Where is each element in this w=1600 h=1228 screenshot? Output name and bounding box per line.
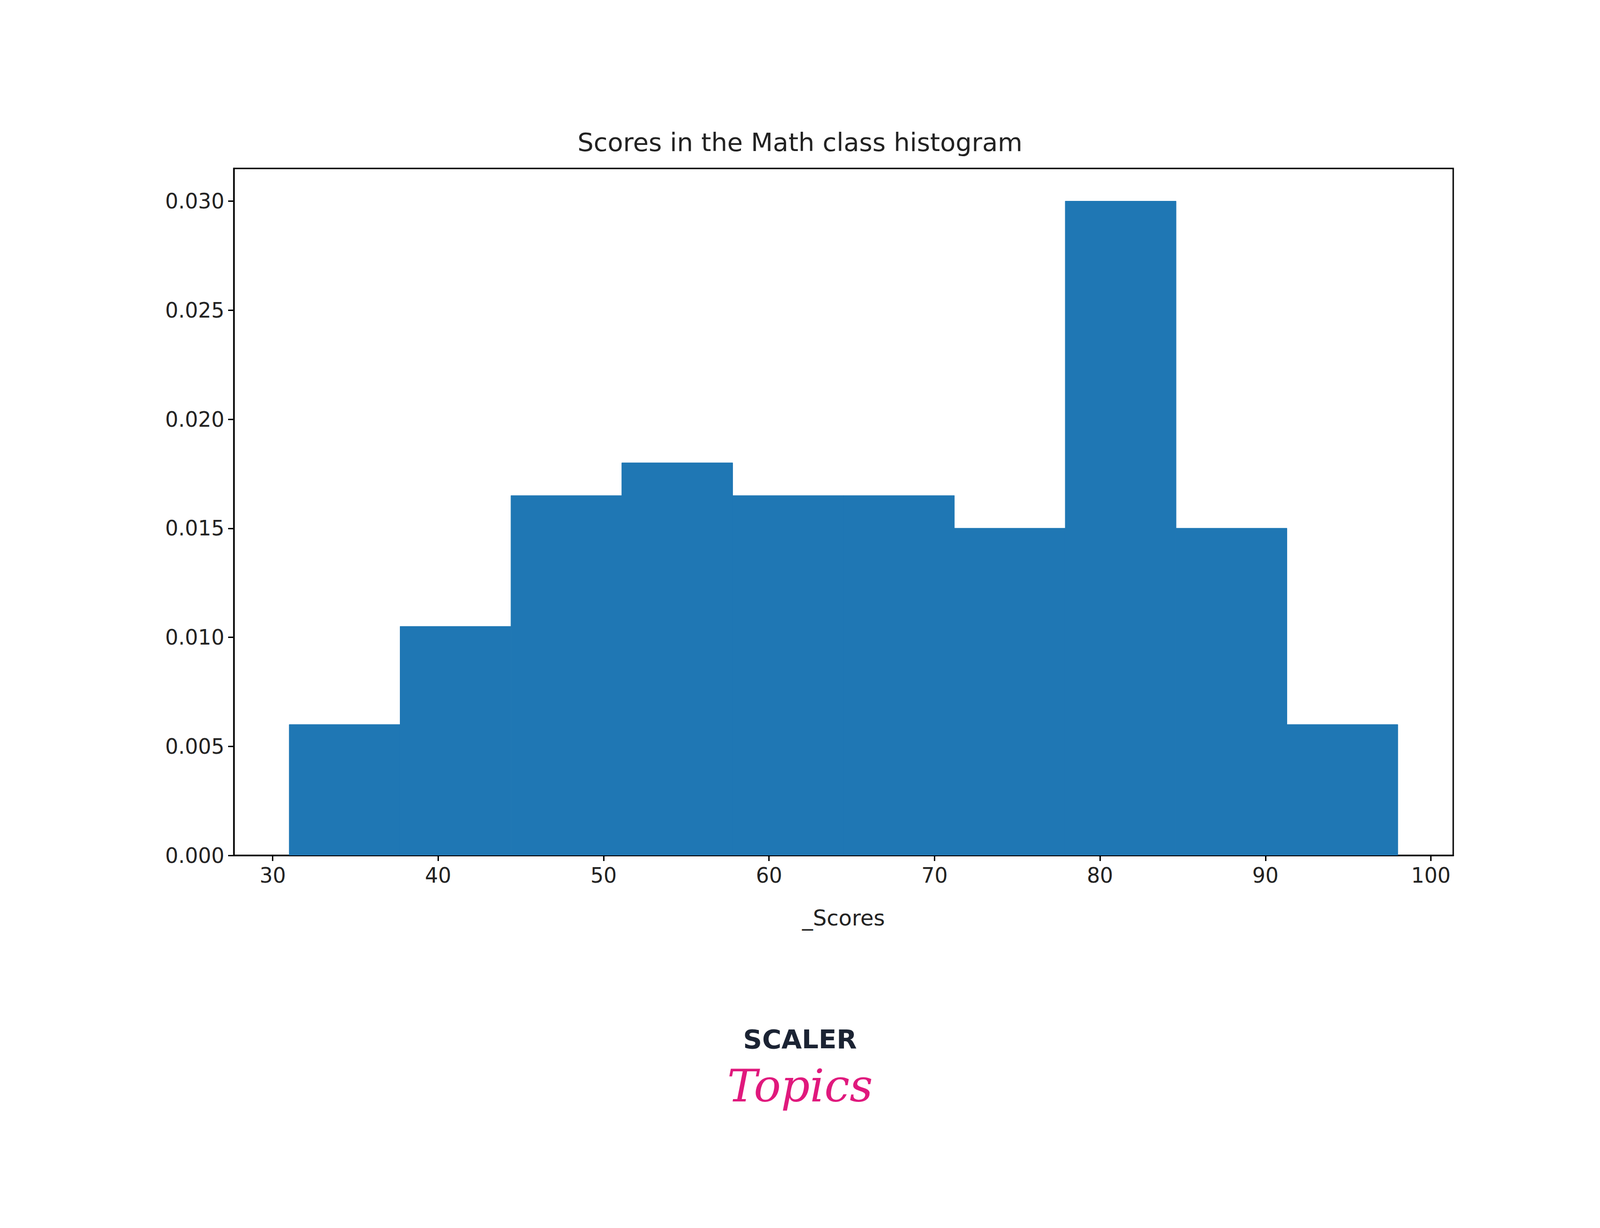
svg-text:0.030: 0.030: [165, 189, 225, 214]
svg-text:0.025: 0.025: [165, 298, 225, 323]
svg-text:0.005: 0.005: [165, 734, 225, 759]
svg-text:100: 100: [1411, 863, 1451, 888]
svg-text:50: 50: [590, 863, 617, 888]
svg-text:0.000: 0.000: [165, 843, 225, 868]
svg-text:40: 40: [424, 863, 452, 888]
svg-text:80: 80: [1086, 863, 1114, 888]
svg-text:Scores in the Math class histo: Scores in the Math class histogram: [577, 127, 1023, 158]
svg-text:70: 70: [921, 863, 948, 888]
svg-text:90: 90: [1252, 863, 1279, 888]
svg-text:_Scores: _Scores: [801, 905, 885, 931]
svg-text:0.015: 0.015: [165, 516, 225, 541]
svg-text:60: 60: [756, 863, 783, 888]
svg-text:0.020: 0.020: [165, 407, 225, 432]
svg-text:SCALER: SCALER: [743, 1023, 858, 1055]
svg-text:Topics: Topics: [727, 1059, 874, 1113]
svg-text:0.010: 0.010: [165, 625, 225, 650]
svg-text:30: 30: [259, 863, 287, 888]
